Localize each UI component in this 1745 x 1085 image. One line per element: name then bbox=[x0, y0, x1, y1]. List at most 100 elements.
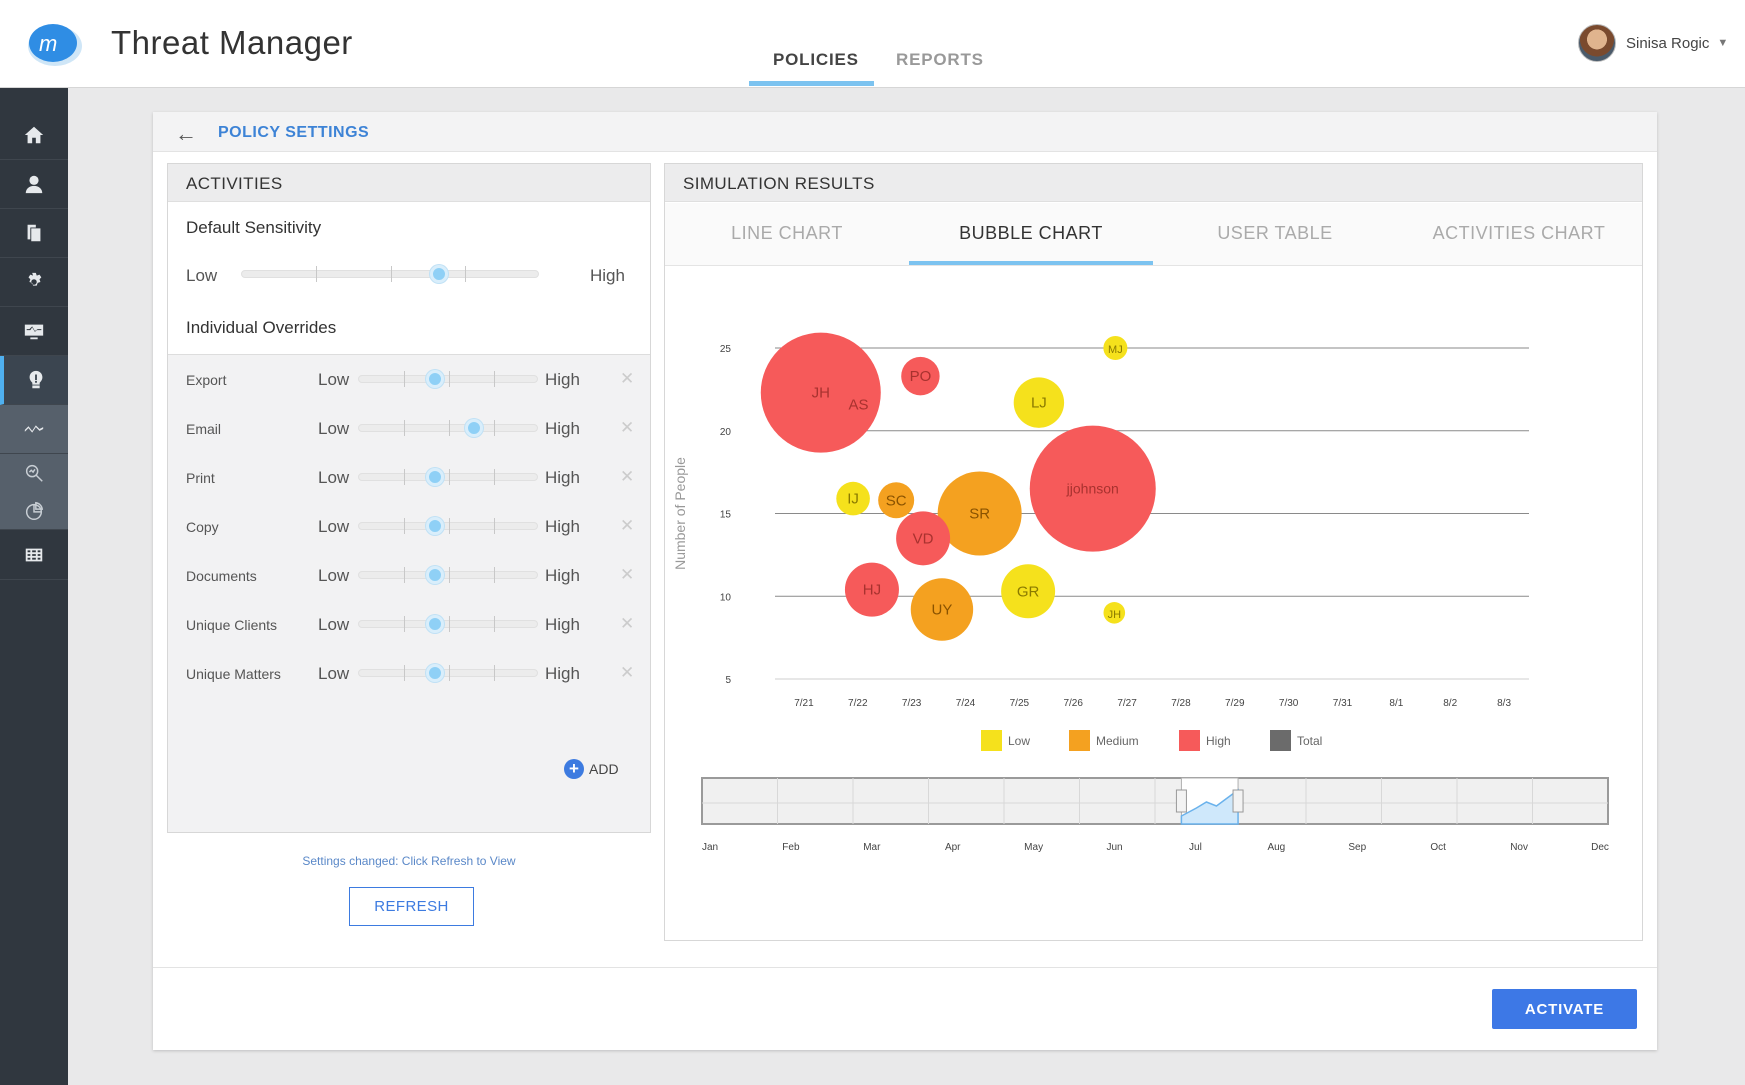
tab-activities-chart[interactable]: ACTIVITIES CHART bbox=[1432, 223, 1606, 243]
bubble-label: SC bbox=[886, 492, 907, 509]
slider-handle[interactable] bbox=[425, 468, 444, 486]
refresh-button[interactable]: REFRESH bbox=[349, 887, 474, 926]
slider-handle[interactable] bbox=[425, 566, 444, 584]
override-row: Print Low High ✕ bbox=[168, 456, 650, 505]
x-tick-label: 7/21 bbox=[794, 698, 814, 709]
activate-button[interactable]: ACTIVATE bbox=[1492, 989, 1637, 1029]
x-tick-label: 7/26 bbox=[1063, 698, 1083, 709]
legend-swatch bbox=[1179, 730, 1200, 751]
slider-handle[interactable] bbox=[425, 517, 444, 535]
bubble bbox=[901, 356, 940, 396]
avatar[interactable] bbox=[1578, 24, 1616, 62]
override-row: Email Low High ✕ bbox=[168, 407, 650, 456]
tab-policies[interactable]: POLICIES bbox=[773, 50, 859, 69]
sidebar-item-search-analytics[interactable] bbox=[0, 454, 68, 492]
user-menu[interactable]: Sinisa Rogic ▼ bbox=[1578, 24, 1728, 62]
legend-label: Medium bbox=[1096, 734, 1139, 748]
x-tick-label: 7/24 bbox=[956, 698, 976, 709]
x-tick-label: 7/27 bbox=[1117, 698, 1137, 709]
sidebar-item-home[interactable] bbox=[0, 111, 68, 160]
x-tick-label: 7/23 bbox=[902, 698, 922, 709]
range-month-label: Nov bbox=[1510, 842, 1528, 853]
bubble-label: MJ bbox=[1108, 344, 1123, 356]
search-analytics-icon bbox=[25, 464, 43, 482]
slider-handle[interactable] bbox=[429, 265, 448, 283]
range-month-label: Sep bbox=[1348, 842, 1366, 853]
default-sensitivity-section: Default Sensitivity Low High Individual … bbox=[168, 202, 650, 355]
slider-handle[interactable] bbox=[425, 615, 444, 633]
default-sensitivity-label: Default Sensitivity bbox=[186, 218, 322, 237]
override-high-label: High bbox=[545, 468, 580, 487]
range-month-label: May bbox=[1024, 842, 1043, 853]
sidebar-item-activity[interactable] bbox=[0, 405, 68, 454]
override-high-label: High bbox=[545, 566, 580, 585]
bubble bbox=[1103, 336, 1128, 360]
bubble-label: SR bbox=[969, 506, 990, 523]
sidebar-item-alerts[interactable] bbox=[0, 356, 68, 405]
sidebar-item-settings[interactable] bbox=[0, 258, 68, 307]
bubble-label: IJ bbox=[847, 491, 859, 508]
range-month-label: Oct bbox=[1430, 842, 1446, 853]
individual-overrides-label: Individual Overrides bbox=[186, 318, 337, 337]
range-month-label: Jul bbox=[1189, 842, 1202, 853]
page-title: POLICY SETTINGS bbox=[218, 124, 370, 141]
bubble bbox=[1013, 377, 1065, 428]
app-title: Threat Manager bbox=[111, 24, 353, 61]
tab-reports[interactable]: REPORTS bbox=[896, 50, 984, 69]
override-slider[interactable] bbox=[358, 370, 538, 388]
remove-override-icon[interactable]: ✕ bbox=[620, 614, 635, 633]
top-bar: m Threat Manager POLICIES REPORTS Sinisa… bbox=[0, 0, 1745, 88]
chevron-down-icon[interactable]: ▼ bbox=[1717, 37, 1729, 49]
override-slider[interactable] bbox=[358, 419, 538, 437]
remove-override-icon[interactable]: ✕ bbox=[620, 565, 635, 584]
x-tick-label: 7/25 bbox=[1010, 698, 1030, 709]
override-low-label: Low bbox=[318, 664, 350, 683]
remove-override-icon[interactable]: ✕ bbox=[620, 369, 635, 388]
y-tick-label: 20 bbox=[720, 427, 732, 438]
legend-swatch bbox=[981, 730, 1002, 751]
override-high-label: High bbox=[545, 517, 580, 536]
default-sensitivity-slider[interactable] bbox=[241, 265, 539, 283]
override-slider[interactable] bbox=[358, 517, 538, 535]
override-name: Email bbox=[186, 421, 222, 437]
plus-icon: + bbox=[564, 759, 584, 779]
sidebar-item-users[interactable] bbox=[0, 160, 68, 209]
bubble bbox=[937, 471, 1022, 556]
tab-bubble-chart[interactable]: BUBBLE CHART bbox=[959, 223, 1103, 243]
tab-user-table[interactable]: USER TABLE bbox=[1217, 223, 1333, 243]
tab-line-chart[interactable]: LINE CHART bbox=[731, 223, 843, 243]
sidebar-item-pie-chart[interactable] bbox=[0, 492, 68, 530]
legend-label: High bbox=[1206, 734, 1231, 748]
legend-swatch bbox=[1069, 730, 1090, 751]
remove-override-icon[interactable]: ✕ bbox=[620, 663, 635, 682]
bubble bbox=[910, 578, 974, 641]
remove-override-icon[interactable]: ✕ bbox=[620, 467, 635, 486]
y-tick-label: 25 bbox=[720, 344, 732, 355]
override-low-label: Low bbox=[318, 566, 350, 585]
override-name: Copy bbox=[186, 519, 219, 535]
user-name[interactable]: Sinisa Rogic bbox=[1626, 34, 1710, 52]
override-slider[interactable] bbox=[358, 615, 538, 633]
slider-handle[interactable] bbox=[425, 664, 444, 682]
bubble-label: VD bbox=[913, 530, 934, 547]
x-tick-label: 8/2 bbox=[1443, 698, 1457, 709]
slider-handle[interactable] bbox=[425, 370, 444, 388]
override-slider[interactable] bbox=[358, 664, 538, 682]
remove-override-icon[interactable]: ✕ bbox=[620, 418, 635, 437]
sensitivity-high-label: High bbox=[590, 266, 625, 285]
sidebar-item-documents[interactable] bbox=[0, 209, 68, 258]
back-arrow-icon[interactable]: ← bbox=[175, 121, 197, 146]
bubble-label: AS bbox=[848, 396, 868, 413]
bubble bbox=[896, 511, 951, 566]
override-low-label: Low bbox=[318, 370, 350, 389]
override-slider[interactable] bbox=[358, 468, 538, 486]
sidebar-item-monitor[interactable] bbox=[0, 307, 68, 356]
app-logo-icon[interactable]: m bbox=[26, 20, 84, 68]
remove-override-icon[interactable]: ✕ bbox=[620, 516, 635, 535]
sidebar-item-grid[interactable] bbox=[0, 531, 68, 580]
legend-label: Low bbox=[1008, 734, 1030, 748]
override-slider[interactable] bbox=[358, 566, 538, 584]
slider-handle[interactable] bbox=[465, 419, 484, 437]
add-override-button[interactable]: + ADD bbox=[564, 759, 619, 779]
legend-label: Total bbox=[1297, 734, 1322, 748]
